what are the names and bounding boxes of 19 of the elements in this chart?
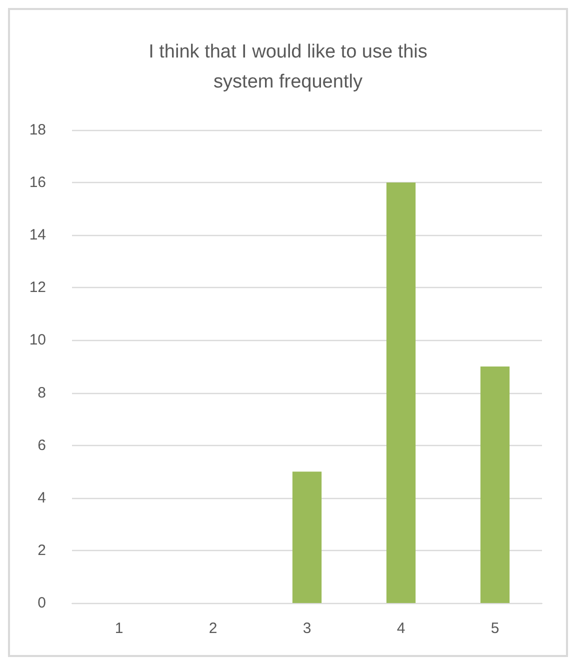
y-tick-label: 12 xyxy=(29,279,46,296)
y-tick-label: 4 xyxy=(38,489,46,506)
x-tick-label: 4 xyxy=(396,620,406,637)
bar xyxy=(292,472,322,603)
y-tick-label: 10 xyxy=(29,332,46,349)
y-tick-label: 6 xyxy=(38,436,46,454)
chart-title: I think that I would like to use this system frequently xyxy=(148,42,428,92)
y-tick-label: 0 xyxy=(38,594,46,612)
y-tick-label: 14 xyxy=(29,226,46,244)
y-tick-label: 18 xyxy=(29,122,46,138)
y-tick-label: 2 xyxy=(38,542,46,559)
x-tick-label: 3 xyxy=(302,620,312,637)
bar xyxy=(386,182,416,603)
y-tick-label: 8 xyxy=(38,384,46,402)
y-tick-label: 16 xyxy=(29,174,46,192)
bar xyxy=(480,366,510,603)
x-tick-label: 1 xyxy=(114,620,124,637)
x-tick-label: 2 xyxy=(208,620,218,637)
x-tick-label: 5 xyxy=(490,620,500,637)
